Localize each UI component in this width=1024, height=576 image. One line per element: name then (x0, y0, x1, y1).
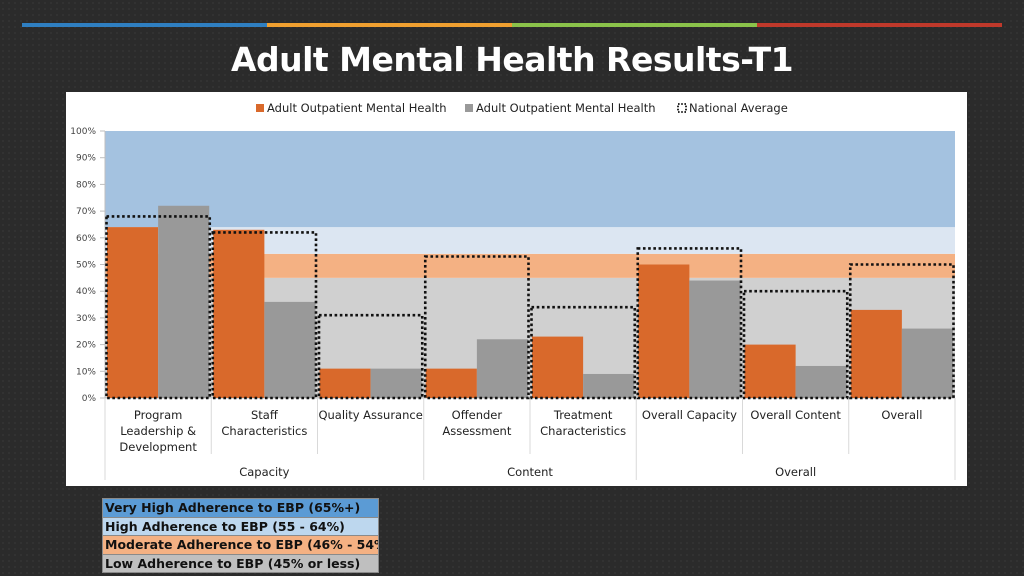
bar-gray (476, 339, 528, 398)
bar-orange (744, 344, 796, 398)
legend-label: Adult Outpatient Mental Health (476, 101, 656, 115)
y-tick-label: 10% (76, 367, 96, 377)
y-tick-label: 40% (76, 287, 96, 297)
top-bar-segment-red (757, 23, 1002, 27)
legend-swatch-national-average (677, 103, 687, 113)
y-tick-label: 80% (76, 180, 96, 190)
bar-gray (583, 373, 635, 398)
national-average-outline (105, 215, 212, 400)
y-tick-label: 20% (76, 341, 96, 351)
bar-orange (425, 368, 477, 398)
bar-gray (689, 280, 741, 398)
bar-gray (158, 205, 210, 398)
group-label: Capacity (239, 465, 289, 479)
legend-label: Adult Outpatient Mental Health (267, 101, 447, 115)
top-color-bar (22, 23, 1002, 27)
legend-label: National Average (689, 101, 788, 115)
y-tick-label: 90% (76, 154, 96, 164)
adherence-legend-item: Low Adherence to EBP (45% or less) (103, 554, 378, 573)
national-average-outline (423, 255, 530, 400)
adherence-legend-item: High Adherence to EBP (55 - 64%) (103, 517, 378, 536)
bar-orange (850, 309, 902, 398)
category-label: Overall (881, 408, 922, 422)
bar-chart: 0% 10% 20% 30% 40% 50% 60% 70% 80% 90% 100% Program… (70, 101, 956, 480)
bar-gray (370, 368, 422, 398)
top-bar-segment-blue (22, 23, 267, 27)
national-average-outline (211, 231, 318, 400)
category-label: Leadership & (120, 424, 196, 438)
category-label: Assessment (442, 424, 511, 438)
legend-swatch (256, 104, 264, 112)
group-label: Content (507, 465, 553, 479)
y-tick-label: 60% (76, 234, 96, 244)
category-label: Program (134, 408, 183, 422)
slide-title: Adult Mental Health Results-T1 (230, 40, 794, 79)
category-label: Development (119, 440, 197, 454)
category-label: Overall Content (750, 408, 841, 422)
y-tick-label: 30% (76, 314, 96, 324)
category-label: Offender (452, 408, 503, 422)
chart-panel: 0% 10% 20% 30% 40% 50% 60% 70% 80% 90% 100% Program… (66, 92, 967, 486)
y-tick-label: 70% (76, 207, 96, 217)
adherence-legend: Very High Adherence to EBP (65%+) High Ad… (102, 498, 379, 573)
bar-gray (901, 328, 953, 398)
category-label: Overall Capacity (642, 408, 737, 422)
bar-orange (319, 368, 371, 398)
bar-gray (264, 301, 316, 398)
category-label: Characteristics (540, 424, 626, 438)
category-label: Staff (251, 408, 279, 422)
adherence-legend-item: Very High Adherence to EBP (65%+) (103, 499, 378, 518)
category-label: Quality Assurance (318, 408, 422, 422)
legend-swatch (465, 104, 473, 112)
y-tick-label: 50% (76, 261, 96, 271)
bar-orange (532, 336, 584, 398)
y-tick-label: 100% (70, 127, 96, 137)
category-label: Treatment (553, 408, 613, 422)
top-bar-segment-orange (267, 23, 512, 27)
national-average-outline (530, 305, 637, 400)
top-bar-segment-green (512, 23, 757, 27)
national-average-outline (848, 263, 955, 400)
national-average-outline (636, 247, 743, 400)
bar-orange (107, 227, 159, 398)
y-tick-label: 0% (82, 394, 97, 404)
bar-orange (638, 264, 690, 398)
adherence-band (105, 131, 955, 228)
category-label: Characteristics (221, 424, 307, 438)
bar-orange (213, 229, 265, 398)
bar-gray (795, 365, 847, 398)
national-average-outline (742, 289, 849, 400)
adherence-legend-item: Moderate Adherence to EBP (46% - 54%) (103, 536, 378, 555)
group-label: Overall (775, 465, 816, 479)
